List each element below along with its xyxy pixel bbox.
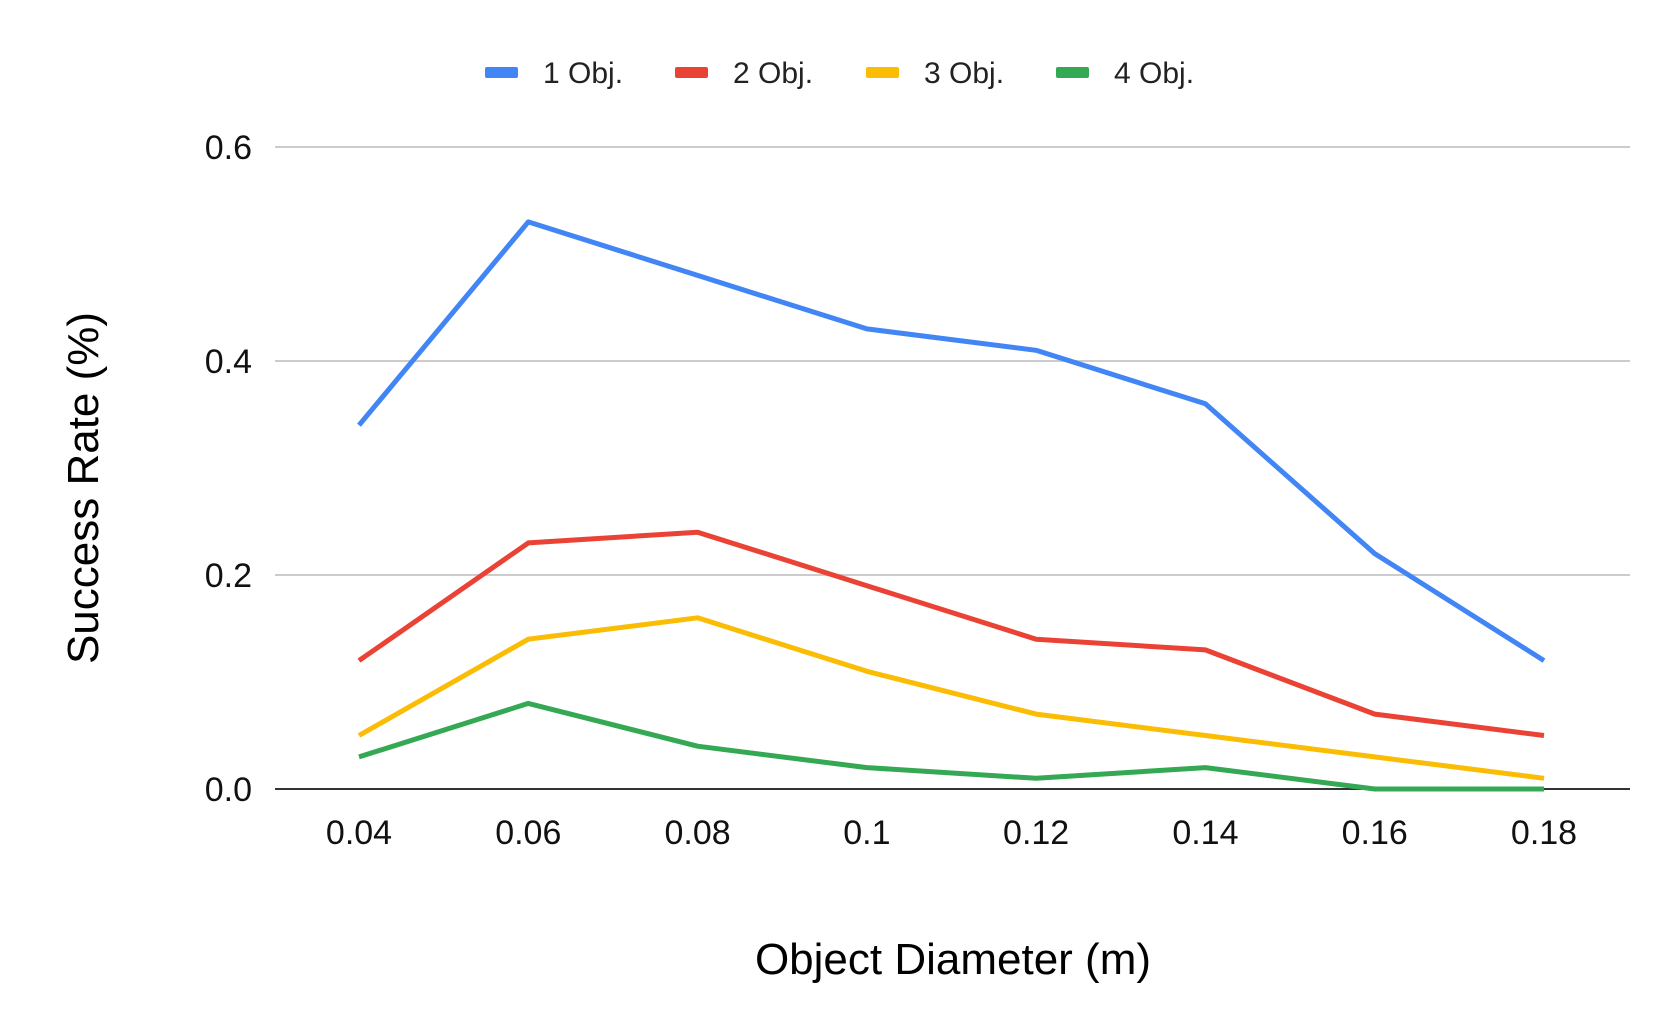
- y-tick-label: 0.2: [205, 557, 252, 595]
- series-line-2-obj: [357, 529, 1545, 738]
- legend-item-1-obj: 1 Obj.: [485, 57, 623, 90]
- x-axis-ticks: 0.04 0.06 0.08 0.1 0.12 0.14 0.16 0.18: [326, 814, 1577, 852]
- legend-item-3-obj: 3 Obj.: [866, 57, 1004, 90]
- x-tick-label: 0.18: [1511, 814, 1577, 852]
- legend-label: 3 Obj.: [924, 57, 1004, 90]
- legend-label: 1 Obj.: [543, 57, 623, 90]
- legend-swatch: [675, 67, 708, 78]
- y-axis-title: Success Rate (%): [59, 312, 108, 664]
- legend-item-4-obj: 4 Obj.: [1056, 57, 1194, 90]
- series-line-4-obj: [358, 700, 1544, 792]
- series-lines: [357, 219, 1546, 792]
- x-tick-label: 0.06: [495, 814, 561, 852]
- y-tick-label: 0.4: [205, 343, 252, 381]
- legend-label: 4 Obj.: [1114, 57, 1194, 90]
- legend-label: 2 Obj.: [733, 57, 813, 90]
- x-tick-label: 0.16: [1342, 814, 1408, 852]
- y-axis-ticks: 0.0 0.2 0.4 0.6: [205, 129, 252, 809]
- x-axis-title: Object Diameter (m): [755, 935, 1151, 984]
- y-tick-label: 0.0: [205, 771, 252, 809]
- y-tick-label: 0.6: [205, 129, 252, 167]
- series-line-1-obj: [357, 219, 1546, 663]
- legend-swatch: [1056, 67, 1089, 78]
- x-tick-label: 0.08: [664, 814, 730, 852]
- x-tick-label: 0.1: [843, 814, 890, 852]
- legend-swatch: [485, 67, 518, 78]
- series-line-3-obj: [357, 615, 1545, 781]
- legend-item-2-obj: 2 Obj.: [675, 57, 813, 90]
- x-tick-label: 0.14: [1172, 814, 1238, 852]
- x-tick-label: 0.04: [326, 814, 392, 852]
- legend-swatch: [866, 67, 899, 78]
- legend: 1 Obj. 2 Obj. 3 Obj. 4 Obj.: [485, 57, 1194, 90]
- x-tick-label: 0.12: [1003, 814, 1069, 852]
